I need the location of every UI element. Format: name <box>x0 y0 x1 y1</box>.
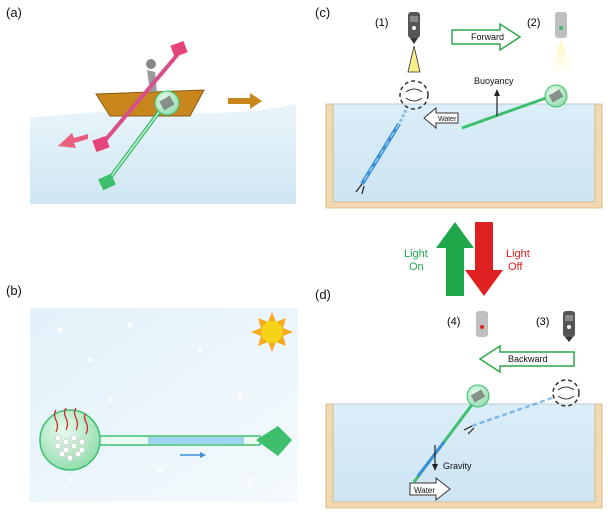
ball-chains <box>53 407 89 435</box>
actuator-ball-large <box>39 409 101 471</box>
blue-rod-highlight <box>361 123 400 185</box>
sky-background <box>30 308 298 502</box>
light-source-2-icon <box>550 12 572 72</box>
light-off-label-2: Off <box>508 261 523 273</box>
pink-oar-shaft <box>100 52 180 146</box>
panel-a-label: (a) <box>6 5 22 20</box>
rod-fin-c <box>355 183 365 195</box>
panel-d: (d) (4) (3) Backward <box>315 287 603 509</box>
sun-icon <box>251 312 293 352</box>
green-rod-highlight <box>106 103 166 183</box>
sinking-rod-blue <box>416 441 446 477</box>
water-label-c: Water <box>438 116 457 123</box>
sparkles <box>57 322 252 482</box>
buoyancy-label: Buoyancy <box>474 76 514 86</box>
light-off-arrow <box>465 222 503 296</box>
rower-head <box>146 59 156 69</box>
pink-oar-top-blade <box>170 40 188 58</box>
step-1-label: (1) <box>375 17 388 29</box>
rotation-mark <box>405 88 423 102</box>
green-fin <box>98 173 116 191</box>
ghost-rod-d <box>471 396 553 428</box>
tank-water-d <box>333 404 595 502</box>
light-beam-2 <box>550 40 572 72</box>
pink-oar-bottom-blade <box>92 135 110 153</box>
panel-b: (b) <box>6 283 298 502</box>
ball-particles <box>54 434 86 462</box>
forward-label: Forward <box>471 32 504 42</box>
sea-background <box>30 104 296 204</box>
water-arrow-c <box>423 106 459 130</box>
actuator-core <box>159 95 175 111</box>
boat <box>95 89 205 117</box>
light-on-label-2: On <box>409 261 424 273</box>
ghost-rod <box>397 109 408 125</box>
light-beam-1 <box>407 45 421 73</box>
panel-b-label: (b) <box>6 283 22 298</box>
boat-motion-arrow <box>228 93 262 109</box>
oar-stroke-arrow <box>58 133 88 148</box>
rotation-mark-d <box>557 386 575 400</box>
light-source-4-icon <box>476 311 488 337</box>
panel-c-label: (c) <box>315 5 330 20</box>
light-source-1-icon <box>407 12 421 73</box>
rod-fin-ghost <box>463 425 475 435</box>
ghost-ball <box>399 80 429 110</box>
water-label-d: Water <box>414 486 435 495</box>
step-4-label: (4) <box>447 316 460 328</box>
step-3-label: (3) <box>536 316 549 328</box>
light-on-arrow <box>436 222 474 296</box>
ghost-ball-d <box>552 379 580 407</box>
rod-fin <box>256 426 292 456</box>
light-source-3-icon <box>563 311 575 342</box>
floating-core <box>548 89 564 103</box>
motion-arrow-head <box>200 452 206 458</box>
green-rod-c <box>461 96 547 130</box>
light-on-label-1: Light <box>404 248 428 260</box>
tank-water-c <box>333 104 595 202</box>
panel-a: (a) <box>6 5 296 204</box>
gravity-arrow-head <box>432 464 438 471</box>
rod-blue-segment <box>148 437 244 444</box>
backward-arrow <box>478 344 575 374</box>
panel-c: (c) (1) (2) Forward <box>315 5 603 209</box>
light-switch: Light On Light Off <box>404 222 530 296</box>
buoyancy-arrow-head <box>494 89 500 96</box>
gravity-label: Gravity <box>443 461 472 471</box>
forward-arrow <box>451 22 522 52</box>
water-arrow-d <box>409 476 451 502</box>
step-2-label: (2) <box>527 17 540 29</box>
backward-label: Backward <box>508 354 548 364</box>
panel-d-label: (d) <box>315 287 331 302</box>
light-off-label-1: Light <box>506 248 530 260</box>
sinking-core <box>470 389 486 403</box>
